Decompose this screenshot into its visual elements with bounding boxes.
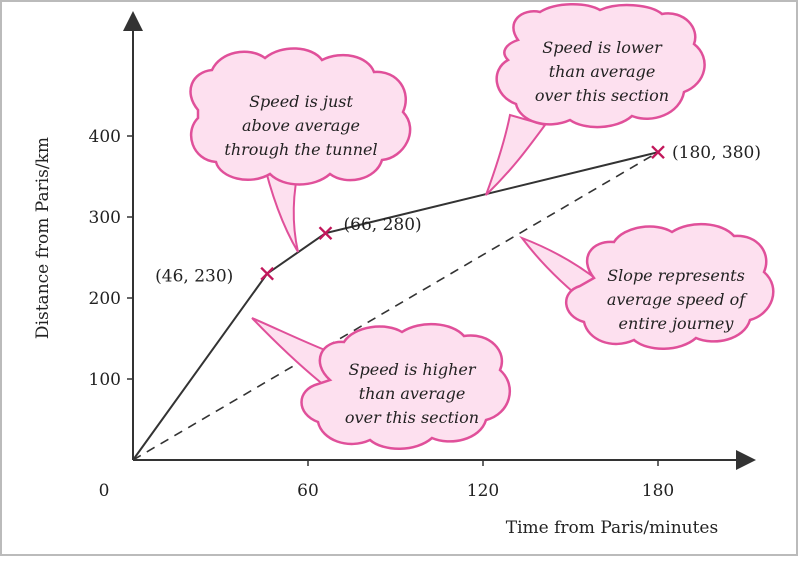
callout-slope-line-2: average speed of [607,290,748,309]
callout-slope: Slope represents average speed of entire… [519,222,775,350]
y-axis-label: Distance from Paris/km [33,137,53,339]
point-marker [651,145,665,160]
x-tick-label: 120 [467,481,499,501]
x-tick-label: 0 [99,481,110,501]
callout-higher-line-2: than average [359,384,466,403]
callout-tunnel-line-1: Speed is just [249,92,353,111]
y-tick-label: 400 [89,127,121,147]
callout-tunnel-line-2: above average [242,116,360,135]
average-speed-line [132,151,659,461]
axis-ticks: 0 60 120 180 100 200 300 400 [89,127,675,501]
y-tick-label: 300 [89,208,121,228]
callout-lower: Speed is lower than average over this se… [485,2,706,196]
x-axis-label: Time from Paris/minutes [506,518,718,538]
callout-higher-line-3: over this section [345,408,479,427]
x-tick-label: 60 [297,481,319,501]
callout-slope-line-3: entire journey [619,314,735,333]
callout-slope-line-1: Slope represents [607,266,745,285]
x-tick-label: 180 [642,481,674,501]
point-label: (46, 230) [155,267,233,287]
callout-lower-line-3: over this section [535,86,669,105]
y-tick-label: 200 [89,289,121,309]
callout-tunnel: Speed is just above average through the … [189,47,412,253]
callout-lower-line-2: than average [549,62,656,81]
point-label: (66, 280) [344,215,422,235]
y-tick-label: 100 [89,370,121,390]
marked-points: (46, 230) (66, 280) (180, 380) [155,143,761,287]
callout-higher: Speed is higher than average over this s… [251,317,511,450]
point-marker [260,266,275,281]
series-lines [132,151,659,461]
journey-line [132,151,659,461]
callout-higher-line-1: Speed is higher [349,360,477,379]
callout-tunnel-line-3: through the tunnel [224,140,377,159]
callout-lower-line-1: Speed is lower [542,38,663,57]
point-marker [318,226,333,241]
point-label: (180, 380) [672,143,761,163]
